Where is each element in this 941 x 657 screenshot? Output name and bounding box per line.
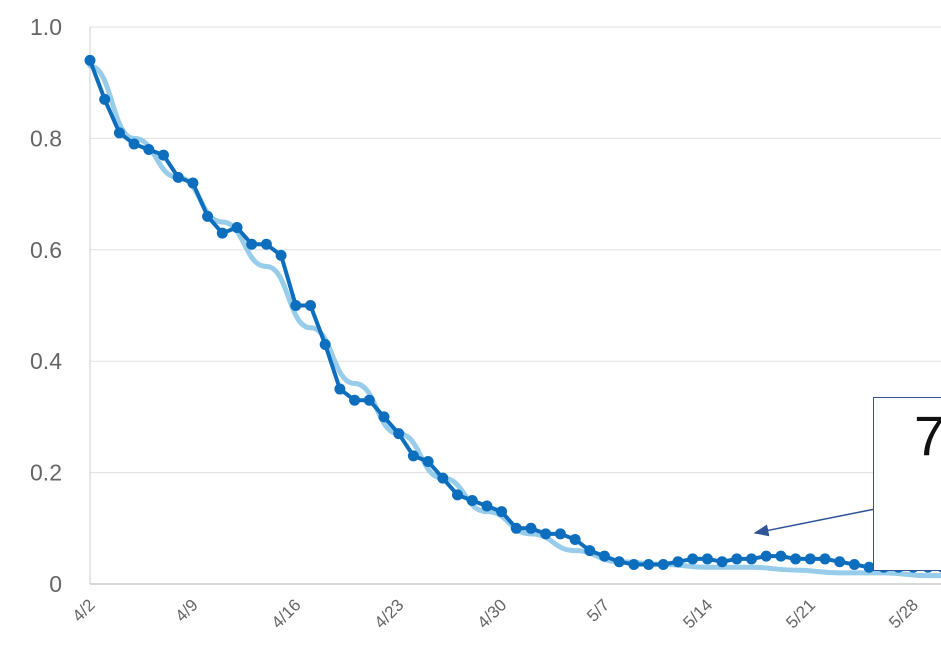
data-point <box>437 472 449 484</box>
data-point <box>246 238 258 250</box>
data-point <box>260 238 272 250</box>
data-point <box>172 171 184 183</box>
data-point <box>584 545 596 557</box>
data-point <box>99 93 111 105</box>
data-point <box>775 550 787 562</box>
data-point <box>481 500 493 512</box>
data-point <box>687 553 699 565</box>
data-point <box>510 522 522 534</box>
data-point <box>628 559 640 571</box>
data-point <box>819 553 831 565</box>
data-point <box>496 506 508 518</box>
data-point <box>158 149 169 161</box>
data-point <box>216 227 228 239</box>
x-tick-label: 4/16 <box>268 595 305 632</box>
data-point <box>231 222 243 234</box>
data-point <box>363 394 375 406</box>
data-point <box>525 522 537 534</box>
data-point <box>790 553 802 565</box>
data-point <box>848 559 860 571</box>
data-point <box>540 528 552 540</box>
series-smooth-line <box>87 63 941 579</box>
data-point <box>452 489 463 501</box>
data-point <box>701 553 713 565</box>
data-point <box>202 210 214 222</box>
data-point <box>305 300 316 311</box>
annotation-arrow <box>753 508 876 537</box>
y-tick-label: 0.2 <box>30 460 62 486</box>
x-tick-label: 5/21 <box>782 595 819 632</box>
data-point <box>466 494 478 506</box>
series-layer <box>84 54 941 579</box>
data-point <box>84 54 96 66</box>
data-point <box>187 177 199 189</box>
data-point <box>143 144 155 156</box>
y-tick-label: 0.4 <box>30 348 62 374</box>
data-point <box>746 553 757 565</box>
data-point <box>657 559 669 571</box>
x-tick-label: 4/2 <box>69 595 99 625</box>
gridlines <box>89 26 941 585</box>
data-point <box>393 428 405 440</box>
data-point <box>275 249 287 261</box>
data-point <box>804 553 816 565</box>
x-tick-label: 4/23 <box>371 595 408 632</box>
annotation-callout-text: 7 <box>914 404 941 467</box>
data-point <box>349 394 361 406</box>
x-tick-label: 5/28 <box>885 595 922 632</box>
data-point <box>334 383 346 395</box>
data-point <box>113 127 125 139</box>
data-point <box>672 556 684 568</box>
y-tick-label: 1.0 <box>30 14 62 40</box>
data-point <box>290 300 302 311</box>
y-axis-tick-labels: 0 0.2 0.4 0.6 0.8 1.0 <box>30 14 62 597</box>
y-tick-label: 0.6 <box>30 237 62 263</box>
data-point <box>863 561 875 573</box>
data-point <box>422 455 434 467</box>
data-point <box>554 528 566 540</box>
annotation-callout-box: 7 <box>873 397 941 571</box>
x-tick-label: 5/14 <box>679 595 716 632</box>
x-tick-label: 4/9 <box>172 595 202 625</box>
y-tick-label: 0.8 <box>30 125 62 151</box>
data-point <box>834 556 846 568</box>
x-axis-tick-labels: 4/24/94/164/234/305/75/145/215/286/46/11… <box>69 595 922 632</box>
data-point <box>731 553 743 565</box>
x-tick-label: 5/7 <box>583 595 613 625</box>
data-point <box>613 556 625 568</box>
series-line <box>88 59 941 570</box>
data-point <box>599 550 610 562</box>
data-point <box>319 338 331 350</box>
x-tick-label: 4/30 <box>474 595 511 632</box>
data-point <box>407 450 419 462</box>
data-point <box>643 559 655 571</box>
data-point <box>760 550 772 562</box>
data-point <box>569 533 581 545</box>
data-point <box>128 138 140 150</box>
data-point <box>378 411 390 423</box>
y-tick-label: 0 <box>49 571 62 597</box>
data-point <box>716 556 728 568</box>
